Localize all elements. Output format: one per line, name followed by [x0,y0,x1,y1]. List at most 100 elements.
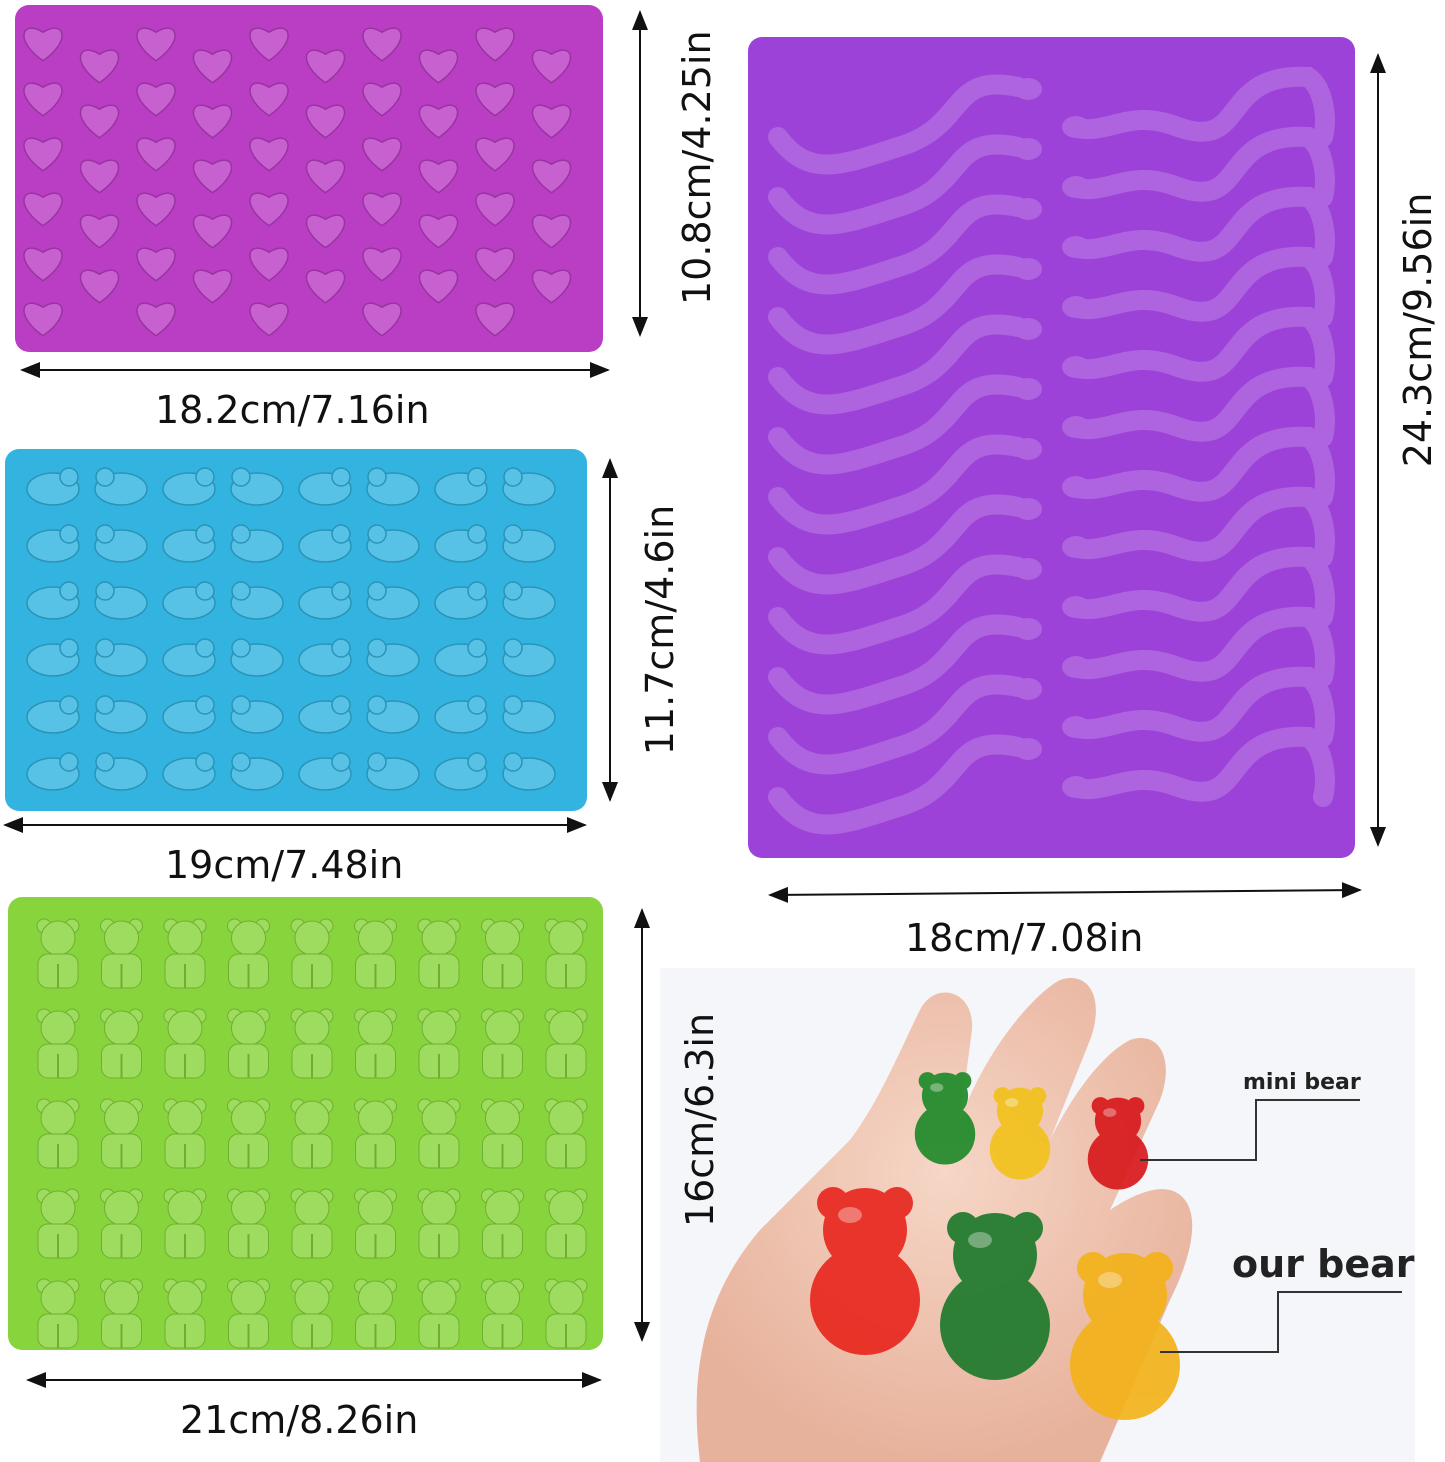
bear-cavity [354,918,397,989]
dinosaur-head [331,581,351,601]
dinosaur-head [367,752,387,772]
heart-cavity [418,49,459,84]
heart-cavity [79,104,120,139]
heart-cavity [362,192,402,227]
dinosaur-head [503,695,523,715]
dinosaur-head [367,524,387,544]
heart-cavity [475,27,515,62]
bear-cavity [481,918,524,989]
worm-head [1062,116,1090,138]
worm-head [1062,656,1090,678]
bear-cavity [544,1188,588,1259]
mold-height-label: 16cm/6.3in [678,1012,722,1228]
heart-mold [15,5,603,352]
dinosaur-head [503,524,523,544]
bear-cavity [290,918,334,989]
dinosaur-head [195,695,215,715]
heart-cavity [362,137,402,172]
dinosaur-head [59,695,79,715]
worm-cavity [768,314,1028,415]
large-gummy-bear [1070,1252,1180,1420]
dinosaur-head [367,581,387,601]
bear-cavity [354,1188,397,1259]
heart-cavity [531,49,572,84]
heart-cavity [192,104,233,139]
heart-cavity [249,192,289,227]
large-gummy-bear [810,1187,920,1355]
heart-cavity [249,137,289,172]
heart-cavity [136,192,176,227]
worm-head [1062,716,1090,738]
bear-cavity [417,1098,461,1169]
heart-cavity [136,247,176,282]
worm-cavity [768,734,1028,835]
bear-cavity [290,1188,334,1259]
bear-cavity [227,1278,270,1349]
heart-cavity [305,269,346,304]
dinosaur-head [331,524,351,544]
worm-head [1014,498,1042,520]
worm-cavity [768,674,1028,775]
dinosaur-head [367,467,387,487]
bear-cavity [100,1188,143,1259]
worm-head [1062,596,1090,618]
heart-cavity [136,302,176,337]
heart-cavity [136,137,176,172]
dinosaur-head [95,524,115,544]
worm-cavity [1063,126,1335,207]
dinosaur-head [95,638,115,658]
worm-cavity [768,134,1028,235]
dinosaur-head [95,467,115,487]
dinosaur-head [503,581,523,601]
worm-head [1062,416,1090,438]
heart-cavity [531,104,572,139]
large-gummy-bear [940,1212,1050,1380]
hand [696,978,1193,1462]
worm-cavity [1063,606,1335,687]
bear-cavity [417,1008,461,1079]
heart-cavity [23,137,63,172]
worm-head [1014,258,1042,280]
worm-head [1062,476,1090,498]
dinosaur-head [231,524,251,544]
worm-cavity [1063,666,1335,747]
mold-width-label: 18.2cm/7.16in [155,388,430,432]
heart-cavity [79,49,120,84]
hand-photo [660,968,1415,1462]
worm-head [1014,618,1042,640]
heart-cavity [136,82,176,117]
heart-cavity [305,104,346,139]
dinosaur-head [331,752,351,772]
heart-cavity [531,214,572,249]
worm-head [1014,678,1042,700]
dinosaur-head [231,581,251,601]
worm-mold [748,37,1355,858]
worm-head [1014,438,1042,460]
bear-cavity [100,1278,143,1349]
worm-head [1014,78,1042,100]
dinosaur-head [467,467,487,487]
dinosaur-head [231,467,251,487]
heart-cavity [192,214,233,249]
dinosaur-head [231,695,251,715]
worm-cavity [1063,546,1335,627]
bear-cavity [417,918,461,989]
bear-cavity [163,1278,207,1349]
heart-cavity [23,302,63,337]
worm-head [1062,536,1090,558]
worm-head [1062,776,1090,798]
heart-cavity [79,159,120,194]
bear-cavity [100,918,143,989]
heart-cavity [418,104,459,139]
mini-gummy-bear [1087,1097,1149,1190]
bear-mold [8,897,603,1350]
bear-cavity [100,1008,143,1079]
dinosaur-head [467,638,487,658]
worm-cavity [768,374,1028,475]
heart-cavity [305,159,346,194]
heart-cavity [305,214,346,249]
bear-cavity [227,1008,270,1079]
bear-cavity [227,918,270,989]
heart-cavity [79,214,120,249]
heart-cavity [531,159,572,194]
